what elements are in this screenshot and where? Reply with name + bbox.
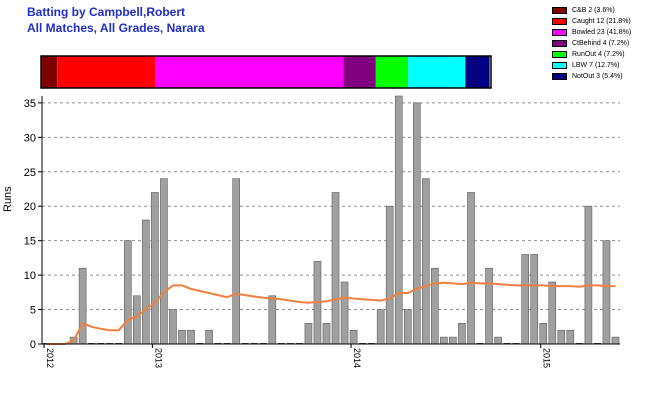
bar	[268, 295, 277, 345]
x-tick-label: 2013	[153, 348, 163, 368]
bar	[160, 178, 168, 345]
legend-label: Caught 12 (21.8%)	[572, 18, 631, 25]
chart-title: Batting by Campbell,Robert	[27, 5, 186, 19]
y-tick-label: 5	[30, 305, 36, 317]
bar	[169, 309, 177, 345]
bar	[566, 329, 575, 345]
bar	[304, 323, 313, 345]
bar	[142, 219, 150, 345]
y-tick-label: 10	[24, 270, 36, 282]
bar	[494, 336, 502, 345]
bar	[449, 336, 457, 345]
bar	[530, 254, 539, 345]
y-tick-label: 25	[24, 167, 36, 179]
legend-swatch	[552, 62, 567, 69]
dismissal-strip-border	[40, 55, 492, 89]
dismissal-segment	[155, 56, 344, 88]
dismissal-segment	[57, 56, 156, 88]
legend-swatch	[552, 73, 567, 80]
legend-swatch	[552, 7, 567, 14]
bar	[521, 254, 529, 345]
legend-item: C&B 2 (3.6%)	[552, 5, 631, 16]
bar	[385, 205, 394, 345]
bar	[187, 329, 195, 345]
legend-swatch	[552, 18, 567, 25]
bar	[431, 267, 439, 345]
dismissal-segment	[408, 56, 466, 88]
bar	[340, 281, 349, 345]
x-tick-label: 2012	[45, 348, 55, 368]
bar	[584, 205, 593, 345]
legend-item: LBW 7 (12.7%)	[552, 60, 631, 71]
legend-label: CtBehind 4 (7.2%)	[572, 40, 630, 47]
bar	[422, 178, 430, 345]
bar	[78, 267, 87, 345]
legend-swatch	[552, 51, 567, 58]
bar	[232, 178, 240, 345]
bar	[412, 102, 421, 345]
bar	[440, 336, 448, 345]
bar	[548, 281, 557, 345]
legend-label: LBW 7 (12.7%)	[572, 62, 620, 69]
dismissal-segment	[465, 56, 490, 88]
y-tick-label: 15	[24, 236, 36, 248]
legend-label: NotOut 3 (5.4%)	[572, 73, 623, 80]
chart-subtitle: All Matches, All Grades, Narara	[27, 21, 205, 35]
y-tick-label: 20	[24, 201, 36, 213]
bar	[349, 329, 358, 345]
y-tick-label: 30	[24, 132, 36, 144]
bar	[403, 309, 412, 345]
y-tick-label: 35	[24, 98, 36, 110]
x-tick-label: 2015	[542, 348, 552, 368]
legend-item: Bowled 23 (41.8%)	[552, 27, 631, 38]
bar	[376, 309, 385, 345]
dismissal-segment	[343, 56, 376, 88]
legend-swatch	[552, 29, 567, 36]
bar	[322, 323, 331, 345]
bar	[178, 329, 186, 345]
bar	[458, 323, 466, 345]
bar	[485, 267, 493, 345]
bar	[331, 192, 340, 345]
legend: C&B 2 (3.6%) Caught 12 (21.8%) Bowled 23 (…	[552, 5, 631, 82]
bar	[133, 295, 141, 345]
bar	[611, 336, 620, 345]
bar	[557, 329, 566, 345]
legend-item: CtBehind 4 (7.2%)	[552, 38, 631, 49]
legend-item: Caught 12 (21.8%)	[552, 16, 631, 27]
bar	[205, 329, 213, 345]
y-axis-label: Runs	[2, 186, 14, 212]
legend-label: RunOut 4 (7.2%)	[572, 51, 625, 58]
legend-item: RunOut 4 (7.2%)	[552, 49, 631, 60]
legend-label: Bowled 23 (41.8%)	[572, 29, 632, 36]
legend-item: NotOut 3 (5.4%)	[552, 71, 631, 82]
bar	[394, 95, 403, 345]
bar	[151, 192, 159, 345]
legend-label: C&B 2 (3.6%)	[572, 7, 615, 14]
bar	[467, 192, 475, 345]
bar	[123, 240, 132, 345]
average-line	[46, 281, 616, 345]
y-tick-label: 0	[30, 339, 36, 351]
bar	[602, 240, 611, 345]
x-tick-label: 2014	[352, 348, 362, 368]
bar	[539, 323, 548, 345]
legend-swatch	[552, 40, 567, 47]
dismissal-segment	[41, 56, 58, 88]
dismissal-segment	[375, 56, 409, 88]
